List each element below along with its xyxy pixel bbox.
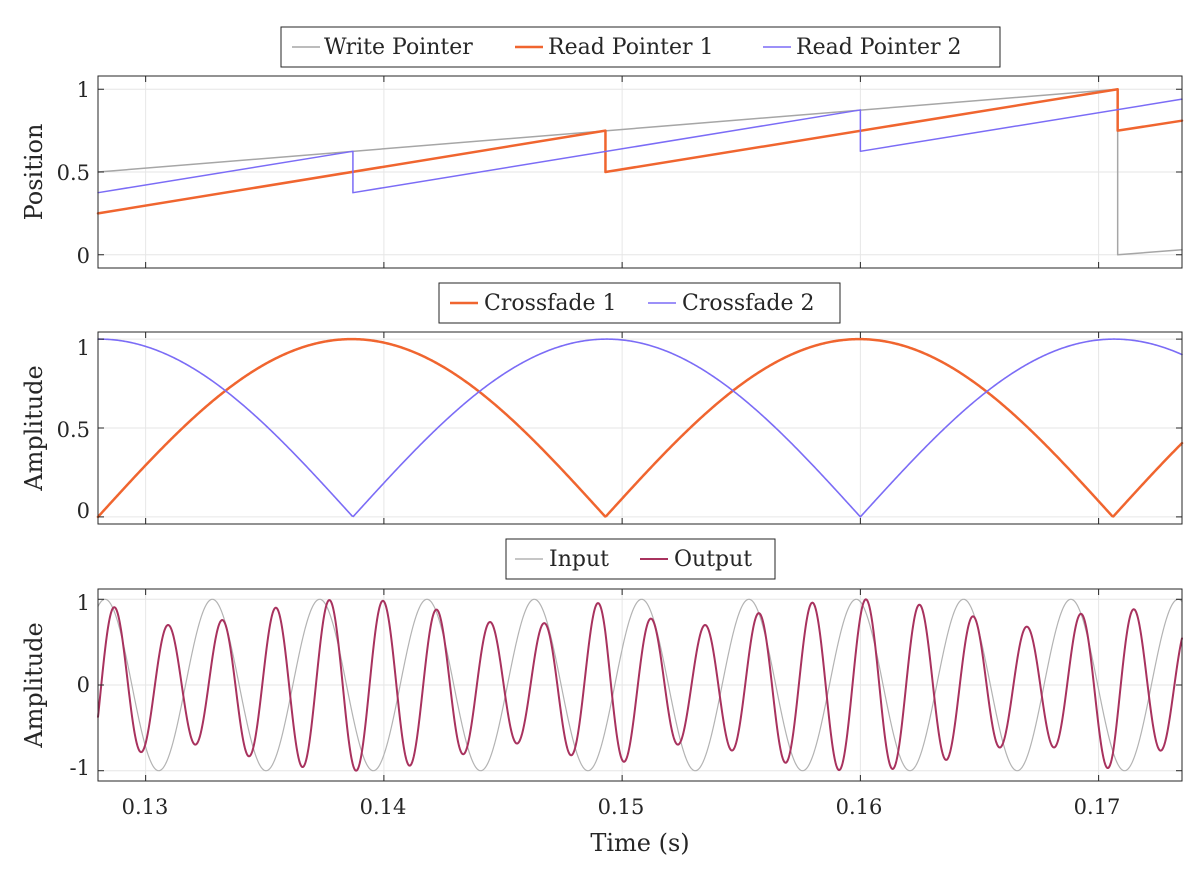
series-line-read-pointer-1 xyxy=(96,87,1184,215)
signal-panel: -1 0 1 Amplitude 0.13 0.14 0.15 0.16 0.1… xyxy=(20,538,1183,857)
legend-label-read-pointer-2: Read Pointer 2 xyxy=(796,35,962,60)
y-tick-label: 0.5 xyxy=(57,161,90,185)
y-tick-label: 0 xyxy=(77,673,90,697)
tick-marks xyxy=(98,332,1182,524)
series-group xyxy=(96,337,1184,519)
x-tick-label: 0.13 xyxy=(122,795,169,819)
series-group xyxy=(97,598,1183,772)
legend: Write Pointer Read Pointer 1 Read Pointe… xyxy=(280,26,1001,68)
series-line-input xyxy=(97,598,1183,772)
legend-label-crossfade-2: Crossfade 2 xyxy=(682,291,815,316)
y-axis-label: Amplitude xyxy=(20,365,48,491)
y-tick-label: 0.5 xyxy=(57,418,90,442)
y-tick-label: 1 xyxy=(77,336,90,360)
legend-label-crossfade-1: Crossfade 1 xyxy=(484,291,617,316)
y-tick-label: 1 xyxy=(77,591,90,615)
legend-label-input: Input xyxy=(549,547,609,572)
series-line-crossfade-2 xyxy=(97,338,1183,518)
crossfade-panel: 0 0.5 1 Amplitude Crossfade 1 Crossfade … xyxy=(20,282,1184,525)
legend-box xyxy=(438,282,841,324)
grid-lines xyxy=(98,589,1182,781)
legend-box xyxy=(280,26,1001,68)
y-tick-label: -1 xyxy=(70,756,90,780)
legend: Crossfade 1 Crossfade 2 xyxy=(438,282,841,324)
legend-label-output: Output xyxy=(674,547,752,572)
grid-lines xyxy=(98,332,1182,524)
y-tick-label: 1 xyxy=(77,78,90,102)
y-tick-label: 0 xyxy=(77,244,90,268)
pointer-position-panel: 0 0.5 1 Position Write Pointer Read Poin… xyxy=(20,26,1184,269)
tick-marks xyxy=(98,76,1182,268)
x-tick-label: 0.16 xyxy=(836,795,883,819)
y-axis-label: Amplitude xyxy=(20,622,48,748)
series-line-write-pointer xyxy=(97,88,1183,256)
series-group xyxy=(96,87,1184,256)
x-axis-label: Time (s) xyxy=(590,829,689,857)
legend-label-read-pointer-1: Read Pointer 1 xyxy=(548,35,714,60)
series-line-output xyxy=(97,598,1183,772)
x-tick-label: 0.17 xyxy=(1074,795,1121,819)
grid-lines xyxy=(98,76,1182,268)
tick-marks xyxy=(98,589,1182,781)
legend: Input Output xyxy=(505,538,776,580)
y-tick-label: 0 xyxy=(77,499,90,523)
series-line-read-pointer-2 xyxy=(97,98,1183,194)
x-tick-label: 0.15 xyxy=(598,795,645,819)
legend-label-write-pointer: Write Pointer xyxy=(324,35,473,60)
y-axis-label: Position xyxy=(20,124,48,221)
series-line-crossfade-1 xyxy=(96,337,1184,519)
x-tick-label: 0.14 xyxy=(360,795,407,819)
